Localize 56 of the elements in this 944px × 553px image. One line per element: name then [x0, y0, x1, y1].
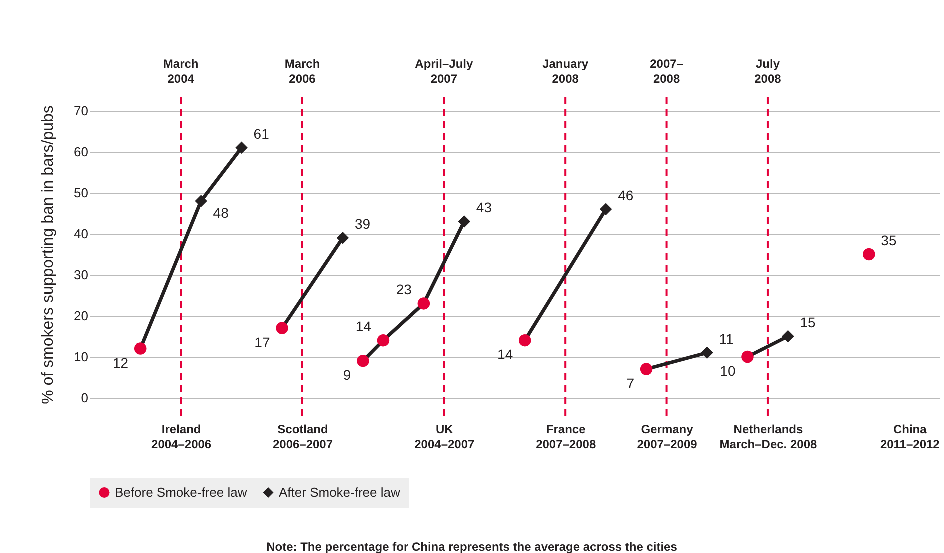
- data-label: 9: [343, 367, 352, 384]
- y-tick-label: 50: [74, 186, 88, 200]
- data-label: 7: [626, 375, 635, 392]
- data-label: 14: [356, 318, 372, 335]
- point: [518, 334, 532, 347]
- data-label: 12: [113, 354, 129, 371]
- point: [276, 322, 288, 334]
- y-axis-title: % of smokers supporting ban in bars/pubs: [40, 106, 58, 404]
- x-tick-label: Ireland 2004–2006: [152, 422, 212, 452]
- point: [863, 248, 876, 261]
- point: [782, 330, 794, 343]
- point: [418, 298, 430, 310]
- point: [357, 354, 370, 368]
- y-tick-label: 10: [74, 350, 88, 364]
- data-label: 48: [213, 205, 230, 222]
- data-label: 43: [476, 200, 492, 216]
- y-tick-label: 60: [74, 144, 88, 160]
- data-label: 15: [800, 314, 816, 330]
- data-label: 39: [354, 216, 371, 232]
- x-tick-label: Netherlands March–Dec. 2008: [720, 422, 818, 452]
- x-tick-label: France 2007–2008: [536, 422, 596, 452]
- ref-line-label: March 2006: [284, 57, 320, 86]
- x-tick-label: UK 2004–2007: [414, 422, 476, 452]
- ref-line-label: July 2008: [754, 57, 782, 86]
- y-tick-label: 0: [81, 390, 88, 406]
- y-tick-label: 70: [74, 104, 88, 118]
- point: [742, 350, 754, 364]
- data-label: 61: [254, 126, 270, 142]
- legend-label: After Smoke-free law: [279, 484, 401, 500]
- data-label: 23: [396, 282, 412, 298]
- point: [134, 342, 147, 355]
- data-label: 17: [254, 334, 270, 350]
- data-label: 11: [719, 330, 734, 347]
- point: [640, 363, 653, 376]
- y-tick-label: 20: [74, 308, 88, 324]
- point: [458, 216, 471, 228]
- data-label: 35: [881, 232, 897, 248]
- y-tick-label: 30: [74, 268, 88, 282]
- x-tick-label: China 2011–2012: [880, 422, 940, 452]
- y-tick-label: 40: [74, 226, 88, 242]
- ref-line-label: March 2004: [163, 57, 199, 86]
- ref-line-label: 2007– 2008: [650, 57, 684, 86]
- x-tick-label: Germany 2007–2009: [637, 422, 698, 452]
- point: [236, 142, 248, 154]
- ref-line-label: January 2008: [542, 57, 589, 86]
- legend-label: Before Smoke-free law: [115, 484, 248, 500]
- ref-line-label: April–July 2007: [415, 57, 474, 86]
- data-label: 10: [720, 363, 736, 379]
- point: [195, 195, 208, 208]
- x-tick-label: Scotland 2006–2007: [272, 422, 334, 452]
- point: [600, 203, 612, 216]
- point: [336, 232, 350, 244]
- data-label: 46: [618, 187, 634, 204]
- point: [377, 334, 390, 347]
- point: [701, 346, 714, 360]
- data-label: 14: [498, 346, 514, 363]
